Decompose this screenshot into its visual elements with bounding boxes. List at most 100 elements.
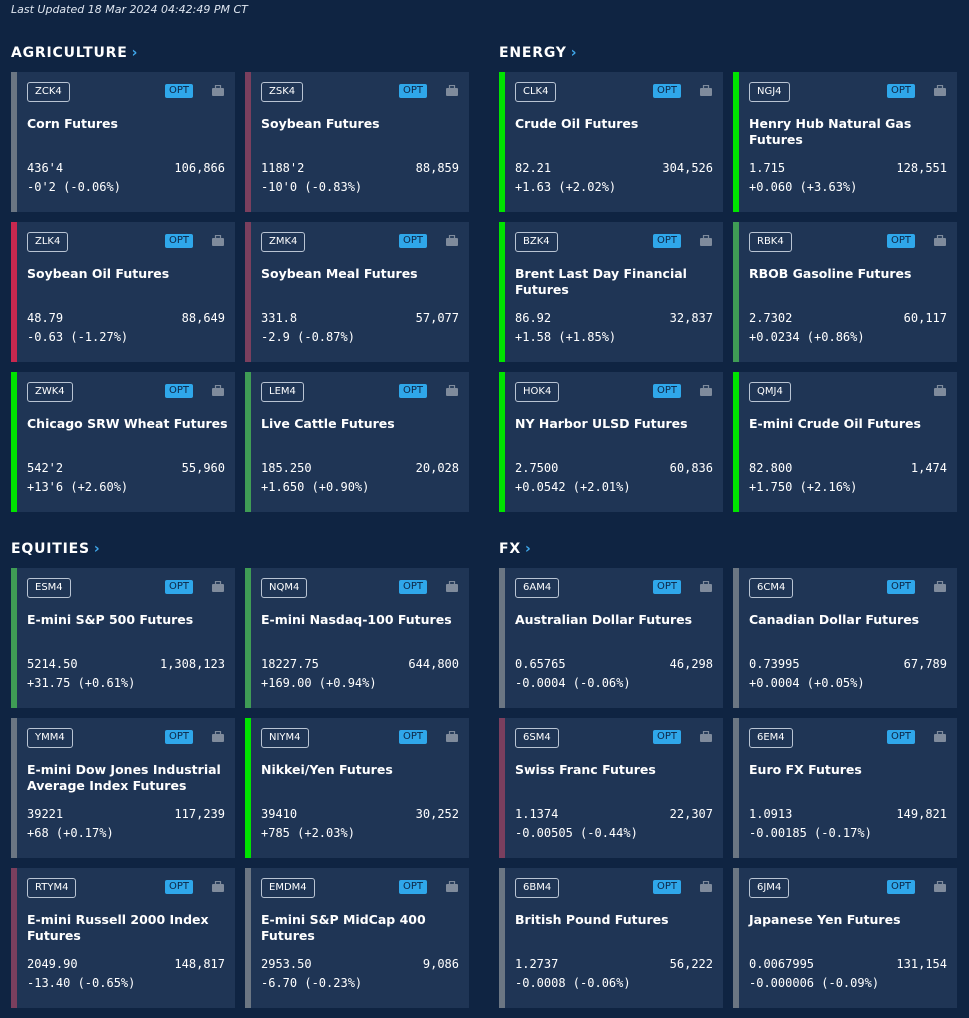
portfolio-briefcase-icon[interactable] xyxy=(934,85,946,96)
contract-code-badge[interactable]: ZMK4 xyxy=(261,232,306,252)
futures-card[interactable]: ZLK4 OPT Soybean Oil Futures 48.79 88,649 -0.… xyxy=(11,222,235,362)
contract-code-badge[interactable]: 6CM4 xyxy=(749,578,794,598)
portfolio-briefcase-icon[interactable] xyxy=(934,881,946,892)
contract-name[interactable]: British Pound Futures xyxy=(515,912,669,927)
futures-card[interactable]: RTYM4 OPT E-mini Russell 2000 Index Future… xyxy=(11,868,235,1008)
contract-name[interactable]: E-mini Crude Oil Futures xyxy=(749,416,921,431)
portfolio-briefcase-icon[interactable] xyxy=(446,235,458,246)
portfolio-briefcase-icon[interactable] xyxy=(934,235,946,246)
contract-name[interactable]: Chicago SRW Wheat Futures xyxy=(27,416,228,431)
contract-code-badge[interactable]: ESM4 xyxy=(27,578,71,598)
contract-code-badge[interactable]: ZWK4 xyxy=(27,382,73,402)
contract-code-badge[interactable]: 6BM4 xyxy=(515,878,560,898)
contract-code-badge[interactable]: 6SM4 xyxy=(515,728,559,748)
futures-card[interactable]: ZSK4 OPT Soybean Futures 1188'2 88,859 -10'0 … xyxy=(245,72,469,212)
futures-card[interactable]: ZWK4 OPT Chicago SRW Wheat Futures 542'2 55,… xyxy=(11,372,235,512)
portfolio-briefcase-icon[interactable] xyxy=(446,881,458,892)
futures-card[interactable]: CLK4 OPT Crude Oil Futures 82.21 304,526 +1.6… xyxy=(499,72,723,212)
contract-code-badge[interactable]: HOK4 xyxy=(515,382,560,402)
futures-card[interactable]: ZMK4 OPT Soybean Meal Futures 331.8 57,077 -2… xyxy=(245,222,469,362)
futures-card[interactable]: RBK4 OPT RBOB Gasoline Futures 2.7302 60,117… xyxy=(733,222,957,362)
portfolio-briefcase-icon[interactable] xyxy=(700,731,712,742)
futures-card[interactable]: ESM4 OPT E-mini S&P 500 Futures 5214.50 1,30… xyxy=(11,568,235,708)
contract-code-badge[interactable]: YMM4 xyxy=(27,728,73,748)
contract-name[interactable]: E-mini Dow Jones Industrial Average Inde… xyxy=(27,762,221,793)
contract-name[interactable]: Euro FX Futures xyxy=(749,762,862,777)
portfolio-briefcase-icon[interactable] xyxy=(212,385,224,396)
portfolio-briefcase-icon[interactable] xyxy=(212,235,224,246)
options-badge[interactable]: OPT xyxy=(887,730,915,744)
contract-name[interactable]: NY Harbor ULSD Futures xyxy=(515,416,688,431)
contract-name[interactable]: Swiss Franc Futures xyxy=(515,762,656,777)
contract-name[interactable]: Australian Dollar Futures xyxy=(515,612,693,627)
section-title-link[interactable]: EQUITIES › xyxy=(11,541,100,557)
contract-name[interactable]: E-mini S&P 500 Futures xyxy=(27,612,194,627)
portfolio-briefcase-icon[interactable] xyxy=(212,881,224,892)
contract-code-badge[interactable]: ZLK4 xyxy=(27,232,69,252)
contract-name[interactable]: Nikkei/Yen Futures xyxy=(261,762,393,777)
options-badge[interactable]: OPT xyxy=(653,580,681,594)
options-badge[interactable]: OPT xyxy=(399,84,427,98)
futures-card[interactable]: YMM4 OPT E-mini Dow Jones Industrial Avera… xyxy=(11,718,235,858)
contract-name[interactable]: Soybean Oil Futures xyxy=(27,266,170,281)
futures-card[interactable]: NQM4 OPT E-mini Nasdaq-100 Futures 18227.75… xyxy=(245,568,469,708)
portfolio-briefcase-icon[interactable] xyxy=(700,385,712,396)
contract-code-badge[interactable]: NQM4 xyxy=(261,578,308,598)
contract-name[interactable]: E-mini Russell 2000 Index Futures xyxy=(27,912,209,943)
contract-code-badge[interactable]: 6AM4 xyxy=(515,578,560,598)
contract-code-badge[interactable]: CLK4 xyxy=(515,82,557,102)
contract-code-badge[interactable]: LEM4 xyxy=(261,382,304,402)
options-badge[interactable]: OPT xyxy=(399,384,427,398)
options-badge[interactable]: OPT xyxy=(165,730,193,744)
contract-code-badge[interactable]: QMJ4 xyxy=(749,382,791,402)
options-badge[interactable]: OPT xyxy=(887,580,915,594)
contract-name[interactable]: E-mini S&P MidCap 400 Futures xyxy=(261,912,426,943)
contract-name[interactable]: Crude Oil Futures xyxy=(515,116,639,131)
section-title-link[interactable]: AGRICULTURE › xyxy=(11,45,138,61)
futures-card[interactable]: ZCK4 OPT Corn Futures 436'4 106,866 -0'2 (-0.… xyxy=(11,72,235,212)
portfolio-briefcase-icon[interactable] xyxy=(446,581,458,592)
portfolio-briefcase-icon[interactable] xyxy=(212,731,224,742)
contract-code-badge[interactable]: ZSK4 xyxy=(261,82,304,102)
contract-code-badge[interactable]: 6JM4 xyxy=(749,878,790,898)
portfolio-briefcase-icon[interactable] xyxy=(212,85,224,96)
futures-card[interactable]: 6CM4 OPT Canadian Dollar Futures 0.73995 67,… xyxy=(733,568,957,708)
options-badge[interactable]: OPT xyxy=(165,84,193,98)
contract-name[interactable]: Henry Hub Natural Gas Futures xyxy=(749,116,912,147)
options-badge[interactable]: OPT xyxy=(887,234,915,248)
futures-card[interactable]: BZK4 OPT Brent Last Day Financial Futures 8… xyxy=(499,222,723,362)
portfolio-briefcase-icon[interactable] xyxy=(700,235,712,246)
futures-card[interactable]: 6JM4 OPT Japanese Yen Futures 0.0067995 131,… xyxy=(733,868,957,1008)
section-title-link[interactable]: FX › xyxy=(499,541,532,557)
futures-card[interactable]: NGJ4 OPT Henry Hub Natural Gas Futures 1.71… xyxy=(733,72,957,212)
contract-code-badge[interactable]: ZCK4 xyxy=(27,82,70,102)
options-badge[interactable]: OPT xyxy=(653,730,681,744)
options-badge[interactable]: OPT xyxy=(165,384,193,398)
portfolio-briefcase-icon[interactable] xyxy=(700,581,712,592)
options-badge[interactable]: OPT xyxy=(399,730,427,744)
futures-card[interactable]: EMDM4 OPT E-mini S&P MidCap 400 Futures 295… xyxy=(245,868,469,1008)
futures-card[interactable]: QMJ4 E-mini Crude Oil Futures 82.800 1,474 +… xyxy=(733,372,957,512)
contract-name[interactable]: Soybean Meal Futures xyxy=(261,266,418,281)
portfolio-briefcase-icon[interactable] xyxy=(934,385,946,396)
futures-card[interactable]: 6SM4 OPT Swiss Franc Futures 1.1374 22,307 -0… xyxy=(499,718,723,858)
futures-card[interactable]: NIYM4 OPT Nikkei/Yen Futures 39410 30,252 +78… xyxy=(245,718,469,858)
options-badge[interactable]: OPT xyxy=(399,880,427,894)
contract-name[interactable]: Brent Last Day Financial Futures xyxy=(515,266,687,297)
contract-code-badge[interactable]: RBK4 xyxy=(749,232,792,252)
options-badge[interactable]: OPT xyxy=(653,384,681,398)
contract-name[interactable]: RBOB Gasoline Futures xyxy=(749,266,912,281)
futures-card[interactable]: HOK4 OPT NY Harbor ULSD Futures 2.7500 60,83… xyxy=(499,372,723,512)
options-badge[interactable]: OPT xyxy=(165,880,193,894)
futures-card[interactable]: 6EM4 OPT Euro FX Futures 1.0913 149,821 -0.00… xyxy=(733,718,957,858)
options-badge[interactable]: OPT xyxy=(399,580,427,594)
portfolio-briefcase-icon[interactable] xyxy=(700,881,712,892)
futures-card[interactable]: 6BM4 OPT British Pound Futures 1.2737 56,222… xyxy=(499,868,723,1008)
contract-name[interactable]: Corn Futures xyxy=(27,116,118,131)
options-badge[interactable]: OPT xyxy=(653,84,681,98)
contract-name[interactable]: Live Cattle Futures xyxy=(261,416,395,431)
section-title-link[interactable]: ENERGY › xyxy=(499,45,577,61)
portfolio-briefcase-icon[interactable] xyxy=(446,85,458,96)
contract-code-badge[interactable]: NGJ4 xyxy=(749,82,790,102)
options-badge[interactable]: OPT xyxy=(653,234,681,248)
